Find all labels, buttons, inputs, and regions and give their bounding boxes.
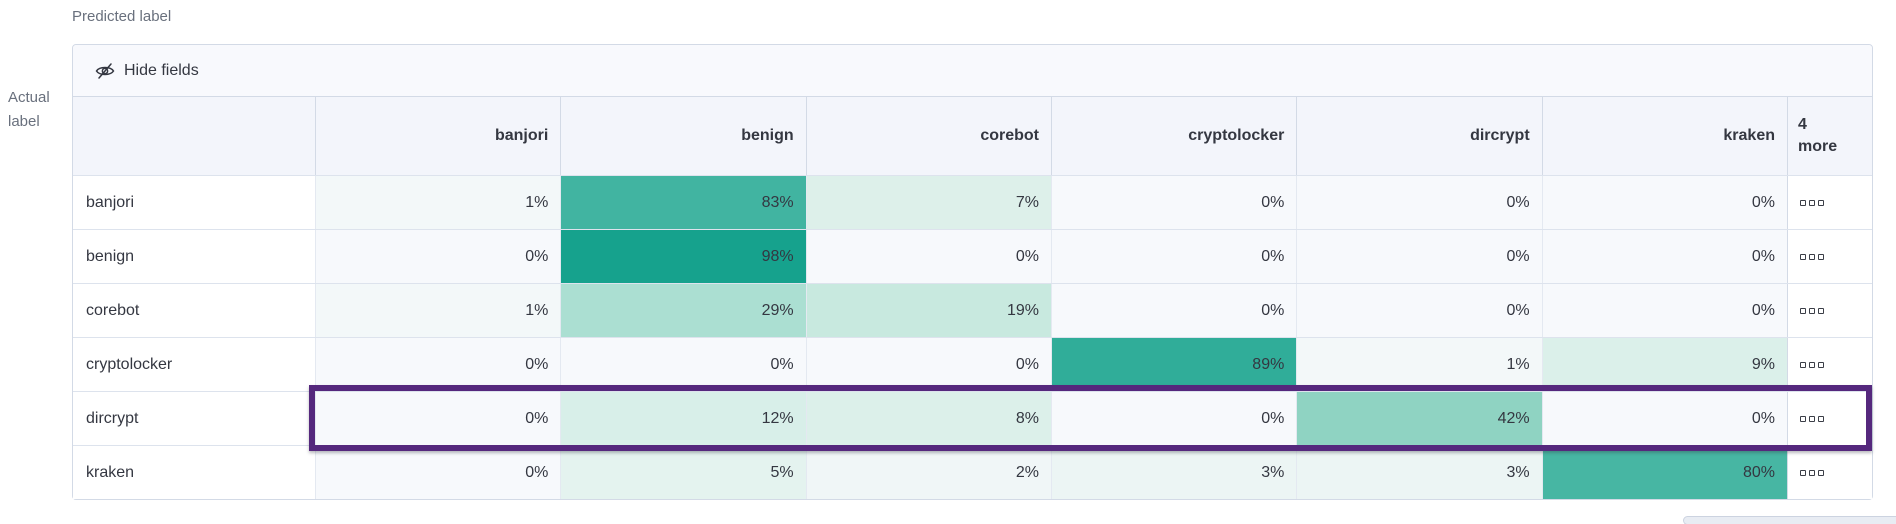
matrix-cell-corebot-benign[interactable]: 29% xyxy=(560,284,806,337)
matrix-cell-benign-benign[interactable]: 98% xyxy=(560,230,806,283)
header-corner-cell xyxy=(73,97,315,175)
column-header-corebot: corebot xyxy=(805,97,1051,175)
boxes-horizontal-icon xyxy=(1817,469,1824,476)
rows-container: banjori 1% 83% 7% 0% 0% 0% benign 0% 98% 0% 0% 0% 0% c… xyxy=(73,175,1872,499)
boxes-horizontal-icon xyxy=(1808,307,1815,314)
more-columns-word: more xyxy=(1797,138,1838,155)
matrix-cell-benign-dircrypt[interactable]: 0% xyxy=(1296,230,1542,283)
matrix-cell-cryptolocker-benign[interactable]: 0% xyxy=(560,338,806,391)
matrix-cell-banjori-corebot[interactable]: 7% xyxy=(805,176,1051,229)
row-actions-button[interactable] xyxy=(1786,392,1872,445)
row-label: banjori xyxy=(73,176,315,229)
header-row: banjori benign corebot cryptolocker dircrypt… xyxy=(73,97,1872,175)
column-header-banjori: banjori xyxy=(315,97,560,175)
matrix-cell-dircrypt-corebot[interactable]: 8% xyxy=(805,392,1051,445)
matrix-cell-benign-kraken[interactable]: 0% xyxy=(1541,230,1787,283)
matrix-cell-banjori-kraken[interactable]: 0% xyxy=(1541,176,1787,229)
matrix-cell-cryptolocker-cryptolocker[interactable]: 89% xyxy=(1050,338,1297,391)
actual-axis-label-line1: Actual xyxy=(8,89,50,106)
matrix-cell-dircrypt-benign[interactable]: 12% xyxy=(560,392,806,445)
column-header-cryptolocker: cryptolocker xyxy=(1050,97,1296,175)
matrix-cell-corebot-corebot[interactable]: 19% xyxy=(805,284,1051,337)
matrix-cell-cryptolocker-kraken[interactable]: 9% xyxy=(1541,338,1787,391)
actual-axis-label-line2: label xyxy=(8,113,40,130)
matrix-row-benign: benign 0% 98% 0% 0% 0% 0% xyxy=(73,229,1872,283)
matrix-row-corebot: corebot 1% 29% 19% 0% 0% 0% xyxy=(73,283,1872,337)
row-actions-button[interactable] xyxy=(1786,176,1872,229)
matrix-cell-kraken-corebot[interactable]: 2% xyxy=(805,446,1051,499)
row-label: dircrypt xyxy=(73,392,315,445)
boxes-horizontal-icon xyxy=(1817,253,1824,260)
boxes-horizontal-icon xyxy=(1808,253,1815,260)
boxes-horizontal-icon xyxy=(1799,307,1806,314)
matrix-cell-dircrypt-cryptolocker[interactable]: 0% xyxy=(1050,392,1297,445)
matrix-row-dircrypt: dircrypt 0% 12% 8% 0% 42% 0% xyxy=(73,391,1872,445)
confusion-matrix-grid: Hide fields banjori benign corebot cryptolo… xyxy=(72,44,1873,500)
boxes-horizontal-icon xyxy=(1799,469,1806,476)
column-header-dircrypt: dircrypt xyxy=(1296,97,1541,175)
matrix-cell-kraken-cryptolocker[interactable]: 3% xyxy=(1050,446,1297,499)
row-actions-button[interactable] xyxy=(1786,338,1872,391)
eye-closed-icon xyxy=(95,61,115,81)
boxes-horizontal-icon xyxy=(1808,199,1815,206)
matrix-cell-corebot-cryptolocker[interactable]: 0% xyxy=(1050,284,1297,337)
hide-fields-label: Hide fields xyxy=(124,61,199,79)
predicted-axis-label: Predicted label xyxy=(72,8,172,25)
boxes-horizontal-icon xyxy=(1817,361,1824,368)
boxes-horizontal-icon xyxy=(1817,415,1824,422)
matrix-cell-kraken-banjori[interactable]: 0% xyxy=(315,446,561,499)
column-header-more[interactable]: 4 more xyxy=(1786,97,1872,175)
matrix-cell-cryptolocker-corebot[interactable]: 0% xyxy=(805,338,1051,391)
horizontal-scrollbar-thumb[interactable] xyxy=(1683,516,1896,524)
boxes-horizontal-icon xyxy=(1799,199,1806,206)
boxes-horizontal-icon xyxy=(1799,415,1806,422)
matrix-row-cryptolocker: cryptolocker 0% 0% 0% 89% 1% 9% xyxy=(73,337,1872,391)
boxes-horizontal-icon xyxy=(1808,361,1815,368)
more-columns-count: 4 xyxy=(1797,116,1807,133)
matrix-cell-kraken-dircrypt[interactable]: 3% xyxy=(1296,446,1542,499)
boxes-horizontal-icon xyxy=(1817,307,1824,314)
row-label: cryptolocker xyxy=(73,338,315,391)
boxes-horizontal-icon xyxy=(1799,253,1806,260)
boxes-horizontal-icon xyxy=(1808,469,1815,476)
matrix-cell-kraken-benign[interactable]: 5% xyxy=(560,446,806,499)
matrix-cell-corebot-dircrypt[interactable]: 0% xyxy=(1296,284,1542,337)
matrix-cell-cryptolocker-dircrypt[interactable]: 1% xyxy=(1296,338,1542,391)
row-actions-button[interactable] xyxy=(1786,230,1872,283)
matrix-row-banjori: banjori 1% 83% 7% 0% 0% 0% xyxy=(73,175,1872,229)
matrix-cell-corebot-banjori[interactable]: 1% xyxy=(315,284,561,337)
matrix-cell-benign-banjori[interactable]: 0% xyxy=(315,230,561,283)
matrix-cell-dircrypt-dircrypt[interactable]: 42% xyxy=(1296,392,1542,445)
boxes-horizontal-icon xyxy=(1817,199,1824,206)
matrix-row-kraken: kraken 0% 5% 2% 3% 3% 80% xyxy=(73,445,1872,499)
matrix-cell-kraken-kraken[interactable]: 80% xyxy=(1541,446,1787,499)
row-label: kraken xyxy=(73,446,315,499)
matrix-cell-banjori-benign[interactable]: 83% xyxy=(560,176,806,229)
matrix-cell-dircrypt-banjori[interactable]: 0% xyxy=(315,392,561,445)
actual-axis-label: Actual label xyxy=(8,86,50,134)
boxes-horizontal-icon xyxy=(1808,415,1815,422)
row-actions-button[interactable] xyxy=(1786,446,1872,499)
matrix-cell-corebot-kraken[interactable]: 0% xyxy=(1541,284,1787,337)
column-header-kraken: kraken xyxy=(1541,97,1787,175)
matrix-cell-banjori-banjori[interactable]: 1% xyxy=(315,176,561,229)
column-header-benign: benign xyxy=(560,97,805,175)
row-label: benign xyxy=(73,230,315,283)
boxes-horizontal-icon xyxy=(1799,361,1806,368)
matrix-cell-cryptolocker-banjori[interactable]: 0% xyxy=(315,338,561,391)
row-label: corebot xyxy=(73,284,315,337)
row-actions-button[interactable] xyxy=(1786,284,1872,337)
matrix-cell-benign-cryptolocker[interactable]: 0% xyxy=(1050,230,1297,283)
matrix-cell-banjori-cryptolocker[interactable]: 0% xyxy=(1050,176,1297,229)
matrix-cell-benign-corebot[interactable]: 0% xyxy=(805,230,1051,283)
grid-toolbar: Hide fields xyxy=(73,45,1872,97)
matrix-cell-banjori-dircrypt[interactable]: 0% xyxy=(1296,176,1542,229)
hide-fields-button[interactable]: Hide fields xyxy=(87,55,207,87)
matrix-cell-dircrypt-kraken[interactable]: 0% xyxy=(1541,392,1787,445)
